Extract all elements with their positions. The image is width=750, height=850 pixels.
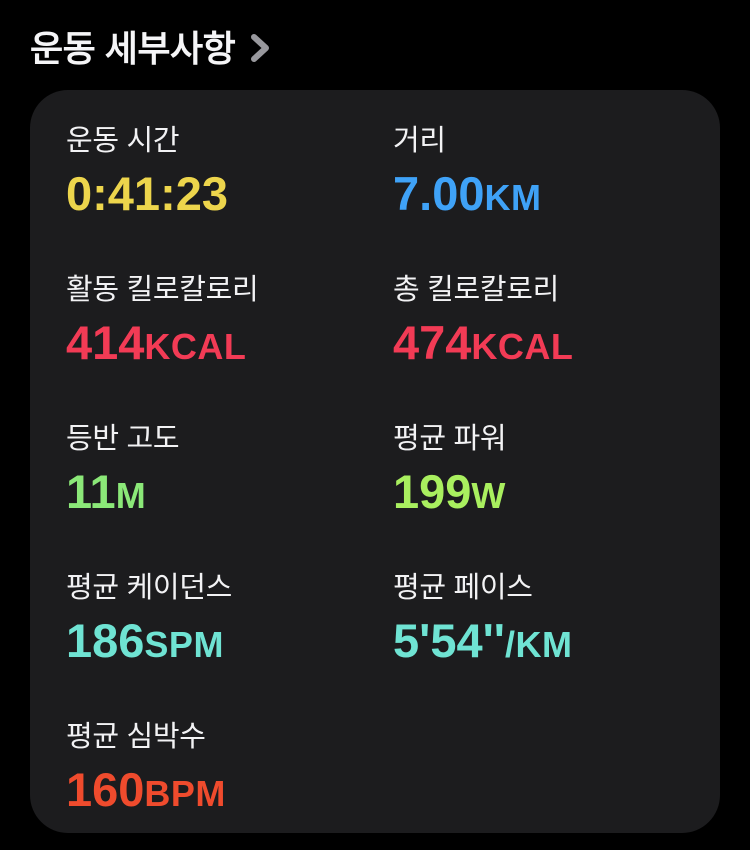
metrics-grid: 운동 시간 0:41:23 거리 7.00KM 활동 킬로칼로리 414KCAL… <box>66 110 720 850</box>
metric-label: 운동 시간 <box>66 125 180 157</box>
metric-label: 평균 페이스 <box>393 572 533 604</box>
workout-stats-card: 운동 시간 0:41:23 거리 7.00KM 활동 킬로칼로리 414KCAL… <box>30 90 720 833</box>
metric-label: 총 킬로칼로리 <box>393 274 560 306</box>
metric-active-kilocalories: 활동 킬로칼로리 414KCAL <box>66 259 393 408</box>
metric-value: 199W <box>393 465 506 518</box>
metric-value: 7.00KM <box>393 167 542 220</box>
metric-value: 11M <box>66 465 147 518</box>
metric-avg-heart-rate: 평균 심박수 160BPM <box>66 706 393 850</box>
metric-value: 0:41:23 <box>66 167 228 220</box>
metric-label: 평균 심박수 <box>66 721 206 753</box>
metric-label: 활동 킬로칼로리 <box>66 274 259 306</box>
metric-value: 186SPM <box>66 614 224 667</box>
chevron-right-icon <box>249 32 271 64</box>
metric-elevation-gain: 등반 고도 11M <box>66 408 393 557</box>
metric-value: 414KCAL <box>66 316 247 369</box>
page-title: 운동 세부사항 <box>30 28 236 69</box>
metric-avg-pace: 평균 페이스 5'54''/KM <box>393 557 720 706</box>
metric-workout-time: 운동 시간 0:41:23 <box>66 110 393 259</box>
metric-label: 평균 케이던스 <box>66 572 233 604</box>
metric-value: 5'54''/KM <box>393 614 573 667</box>
metric-distance: 거리 7.00KM <box>393 110 720 259</box>
workout-details-header-link[interactable]: 운동 세부사항 <box>0 0 750 90</box>
metric-avg-cadence: 평균 케이던스 186SPM <box>66 557 393 706</box>
metric-avg-power: 평균 파워 199W <box>393 408 720 557</box>
metric-label: 평균 파워 <box>393 423 507 455</box>
metric-total-kilocalories: 총 킬로칼로리 474KCAL <box>393 259 720 408</box>
metric-value: 160BPM <box>66 763 226 816</box>
metric-value: 474KCAL <box>393 316 574 369</box>
metric-label: 거리 <box>393 125 446 157</box>
metric-label: 등반 고도 <box>66 423 180 455</box>
